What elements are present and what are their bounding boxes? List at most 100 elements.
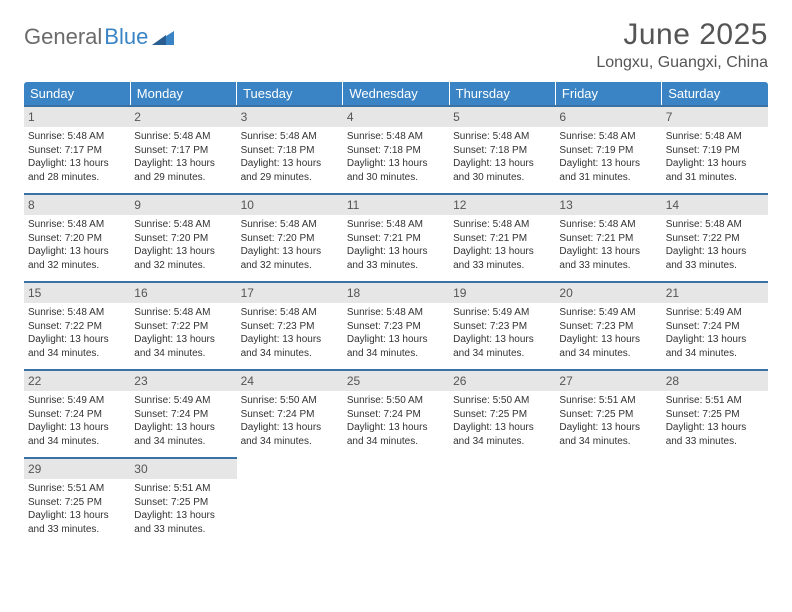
daylight-line: Daylight: 13 hours and 34 minutes. <box>134 333 232 360</box>
calendar-day-cell: 14 Sunrise: 5:48 AMSunset: 7:22 PMDayligh… <box>662 194 768 282</box>
day-number: 24 <box>237 371 343 391</box>
calendar-day-cell: 13Sunrise: 5:48 AMSunset: 7:21 PMDayligh… <box>555 194 661 282</box>
day-number: 15 <box>24 283 130 303</box>
daylight-line: Daylight: 13 hours and 34 minutes. <box>666 333 764 360</box>
daylight-line: Daylight: 13 hours and 33 minutes. <box>666 421 764 448</box>
calendar-day-cell: 24Sunrise: 5:50 AMSunset: 7:24 PMDayligh… <box>237 370 343 458</box>
sunset-line: Sunset: 7:20 PM <box>241 232 339 246</box>
day-number: 23 <box>130 371 236 391</box>
sunset-line: Sunset: 7:24 PM <box>666 320 764 334</box>
calendar-day-cell: 25Sunrise: 5:50 AMSunset: 7:24 PMDayligh… <box>343 370 449 458</box>
sunrise-line: Sunrise: 5:51 AM <box>559 394 657 408</box>
calendar-day-cell: 19Sunrise: 5:49 AMSunset: 7:23 PMDayligh… <box>449 282 555 370</box>
sunrise-line: Sunrise: 5:48 AM <box>559 218 657 232</box>
day-number: 16 <box>130 283 236 303</box>
calendar-day-cell <box>555 458 661 546</box>
calendar-week-row: 8Sunrise: 5:48 AMSunset: 7:20 PMDaylight… <box>24 194 768 282</box>
sunrise-line: Sunrise: 5:48 AM <box>347 130 445 144</box>
day-number: 12 <box>449 195 555 215</box>
calendar-day-cell: 11Sunrise: 5:48 AMSunset: 7:21 PMDayligh… <box>343 194 449 282</box>
sunset-line: Sunset: 7:22 PM <box>666 232 764 246</box>
sunrise-line: Sunrise: 5:50 AM <box>453 394 551 408</box>
sunset-line: Sunset: 7:23 PM <box>559 320 657 334</box>
daylight-line: Daylight: 13 hours and 34 minutes. <box>347 421 445 448</box>
calendar-day-cell: 18Sunrise: 5:48 AMSunset: 7:23 PMDayligh… <box>343 282 449 370</box>
day-number: 21 <box>662 283 768 303</box>
sunrise-line: Sunrise: 5:51 AM <box>666 394 764 408</box>
day-number: 28 <box>662 371 768 391</box>
day-number: 18 <box>343 283 449 303</box>
calendar-day-cell <box>237 458 343 546</box>
daylight-line: Daylight: 13 hours and 30 minutes. <box>453 157 551 184</box>
sunrise-line: Sunrise: 5:48 AM <box>28 130 126 144</box>
sunrise-line: Sunrise: 5:51 AM <box>134 482 232 496</box>
day-number: 26 <box>449 371 555 391</box>
daylight-line: Daylight: 13 hours and 31 minutes. <box>666 157 764 184</box>
day-number: 20 <box>555 283 661 303</box>
sunset-line: Sunset: 7:19 PM <box>666 144 764 158</box>
sunset-line: Sunset: 7:21 PM <box>347 232 445 246</box>
day-number: 13 <box>555 195 661 215</box>
sunrise-line: Sunrise: 5:48 AM <box>347 218 445 232</box>
daylight-line: Daylight: 13 hours and 34 minutes. <box>28 421 126 448</box>
calendar-day-cell: 7Sunrise: 5:48 AMSunset: 7:19 PMDaylight… <box>662 106 768 194</box>
sunrise-line: Sunrise: 5:48 AM <box>134 130 232 144</box>
dow-thursday: Thursday <box>449 82 555 106</box>
calendar-day-cell: 16Sunrise: 5:48 AMSunset: 7:22 PMDayligh… <box>130 282 236 370</box>
day-number: 17 <box>237 283 343 303</box>
sunset-line: Sunset: 7:23 PM <box>453 320 551 334</box>
daylight-line: Daylight: 13 hours and 31 minutes. <box>559 157 657 184</box>
logo-triangle-icon <box>152 29 174 45</box>
day-number: 19 <box>449 283 555 303</box>
calendar-day-cell: 12Sunrise: 5:48 AMSunset: 7:21 PMDayligh… <box>449 194 555 282</box>
calendar-day-cell: 9Sunrise: 5:48 AMSunset: 7:20 PMDaylight… <box>130 194 236 282</box>
calendar-day-cell: 22Sunrise: 5:49 AMSunset: 7:24 PMDayligh… <box>24 370 130 458</box>
logo: GeneralBlue <box>24 24 174 50</box>
calendar-day-cell <box>662 458 768 546</box>
sunrise-line: Sunrise: 5:48 AM <box>241 306 339 320</box>
calendar-week-row: 22Sunrise: 5:49 AMSunset: 7:24 PMDayligh… <box>24 370 768 458</box>
sunrise-line: Sunrise: 5:49 AM <box>666 306 764 320</box>
calendar-day-cell: 2Sunrise: 5:48 AMSunset: 7:17 PMDaylight… <box>130 106 236 194</box>
calendar-week-row: 1Sunrise: 5:48 AMSunset: 7:17 PMDaylight… <box>24 106 768 194</box>
sunset-line: Sunset: 7:18 PM <box>453 144 551 158</box>
day-number: 14 <box>662 195 768 215</box>
daylight-line: Daylight: 13 hours and 34 minutes. <box>28 333 126 360</box>
sunset-line: Sunset: 7:25 PM <box>453 408 551 422</box>
daylight-line: Daylight: 13 hours and 34 minutes. <box>347 333 445 360</box>
month-title: June 2025 <box>596 18 768 52</box>
daylight-line: Daylight: 13 hours and 34 minutes. <box>453 333 551 360</box>
sunrise-line: Sunrise: 5:48 AM <box>241 130 339 144</box>
sunset-line: Sunset: 7:17 PM <box>134 144 232 158</box>
sunrise-line: Sunrise: 5:48 AM <box>666 218 764 232</box>
daylight-line: Daylight: 13 hours and 33 minutes. <box>559 245 657 272</box>
sunset-line: Sunset: 7:21 PM <box>453 232 551 246</box>
day-number: 29 <box>24 459 130 479</box>
calendar-day-cell: 26Sunrise: 5:50 AMSunset: 7:25 PMDayligh… <box>449 370 555 458</box>
dow-sunday: Sunday <box>24 82 130 106</box>
sunrise-line: Sunrise: 5:48 AM <box>134 218 232 232</box>
daylight-line: Daylight: 13 hours and 33 minutes. <box>666 245 764 272</box>
sunrise-line: Sunrise: 5:51 AM <box>28 482 126 496</box>
sunrise-line: Sunrise: 5:48 AM <box>28 218 126 232</box>
calendar-day-cell: 4Sunrise: 5:48 AMSunset: 7:18 PMDaylight… <box>343 106 449 194</box>
sunrise-line: Sunrise: 5:48 AM <box>559 130 657 144</box>
sunset-line: Sunset: 7:17 PM <box>28 144 126 158</box>
daylight-line: Daylight: 13 hours and 33 minutes. <box>453 245 551 272</box>
sunset-line: Sunset: 7:23 PM <box>241 320 339 334</box>
location-subtitle: Longxu, Guangxi, China <box>596 54 768 72</box>
sunset-line: Sunset: 7:23 PM <box>347 320 445 334</box>
sunrise-line: Sunrise: 5:49 AM <box>134 394 232 408</box>
daylight-line: Daylight: 13 hours and 32 minutes. <box>134 245 232 272</box>
calendar-day-cell: 3Sunrise: 5:48 AMSunset: 7:18 PMDaylight… <box>237 106 343 194</box>
sunset-line: Sunset: 7:20 PM <box>28 232 126 246</box>
page-header: GeneralBlue June 2025 Longxu, Guangxi, C… <box>24 18 768 72</box>
sunrise-line: Sunrise: 5:50 AM <box>347 394 445 408</box>
sunset-line: Sunset: 7:18 PM <box>241 144 339 158</box>
daylight-line: Daylight: 13 hours and 34 minutes. <box>241 333 339 360</box>
calendar-week-row: 15Sunrise: 5:48 AMSunset: 7:22 PMDayligh… <box>24 282 768 370</box>
daylight-line: Daylight: 13 hours and 32 minutes. <box>241 245 339 272</box>
sunset-line: Sunset: 7:25 PM <box>134 496 232 510</box>
sunset-line: Sunset: 7:18 PM <box>347 144 445 158</box>
sunset-line: Sunset: 7:24 PM <box>241 408 339 422</box>
